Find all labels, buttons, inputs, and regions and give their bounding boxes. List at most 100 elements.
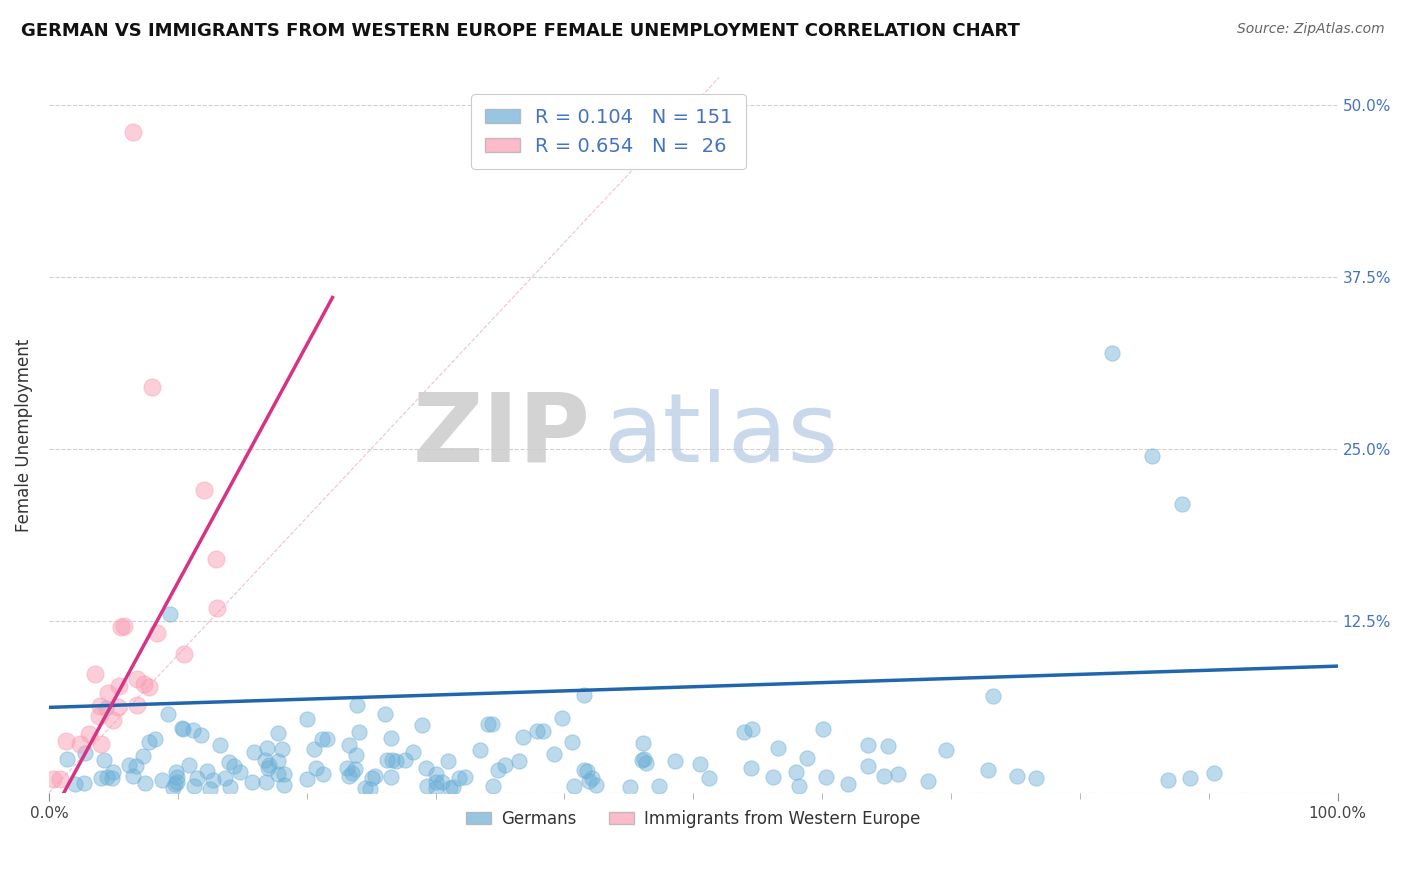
Point (360, 772, 382, 786)
Point (633, 751, 655, 765)
Point (837, 776, 859, 790)
Point (179, 757, 201, 772)
Point (768, 741, 790, 756)
Point (186, 771, 208, 785)
Point (56, 752, 79, 766)
Point (138, 735, 160, 749)
Point (93, 754, 115, 768)
Point (108, 679, 131, 693)
Point (347, 724, 370, 739)
Point (508, 754, 530, 768)
Point (94, 701, 117, 715)
Point (125, 698, 148, 713)
Point (449, 771, 471, 785)
Point (198, 782, 221, 797)
Point (118, 758, 141, 772)
Point (166, 774, 188, 789)
Point (55, 734, 77, 748)
Point (73, 776, 96, 790)
Point (311, 732, 333, 747)
Point (270, 742, 292, 756)
Point (240, 775, 263, 789)
Point (550, 711, 572, 725)
Point (132, 749, 155, 764)
Point (441, 780, 464, 795)
Point (90, 738, 112, 752)
Point (785, 765, 807, 780)
Point (101, 713, 124, 727)
Point (415, 760, 437, 774)
Point (346, 698, 368, 712)
Point (648, 779, 671, 793)
Text: GERMAN VS IMMIGRANTS FROM WESTERN EUROPE FEMALE UNEMPLOYMENT CORRELATION CHART: GERMAN VS IMMIGRANTS FROM WESTERN EUROPE… (21, 22, 1019, 40)
Point (228, 765, 250, 780)
Point (359, 782, 381, 797)
Point (166, 770, 188, 784)
Point (273, 778, 295, 792)
Point (156, 706, 179, 721)
Point (977, 763, 1000, 777)
Point (574, 688, 596, 702)
Point (689, 757, 711, 772)
Point (336, 761, 359, 775)
Point (416, 779, 439, 793)
Point (77, 726, 100, 740)
Point (1204, 766, 1226, 780)
Point (375, 753, 398, 767)
Legend: Germans, Immigrants from Western Europe: Germans, Immigrants from Western Europe (460, 803, 928, 834)
Point (205, 600, 228, 615)
Point (143, 732, 166, 747)
Point (267, 754, 290, 768)
Point (222, 759, 245, 773)
Point (381, 753, 404, 767)
Point (138, 681, 160, 695)
Text: ZIP: ZIP (412, 389, 591, 482)
Point (41, 772, 63, 786)
Point (205, 551, 228, 566)
Point (165, 777, 187, 791)
Point (981, 689, 1004, 703)
Point (90, 771, 112, 785)
Point (543, 747, 565, 761)
Point (218, 755, 240, 769)
Point (411, 718, 433, 732)
Point (75, 746, 97, 760)
Point (1005, 769, 1028, 783)
Point (1171, 497, 1194, 511)
Point (814, 770, 837, 784)
Point (631, 753, 654, 767)
Point (337, 769, 360, 783)
Point (297, 772, 319, 786)
Point (512, 730, 534, 744)
Point (436, 754, 458, 768)
Point (172, 723, 194, 737)
Point (101, 765, 124, 780)
Point (159, 607, 181, 621)
Point (96, 770, 118, 784)
Point (257, 761, 280, 775)
Point (494, 757, 516, 772)
Point (394, 753, 416, 767)
Point (526, 723, 548, 738)
Point (165, 764, 187, 779)
Point (87, 709, 110, 723)
Point (162, 780, 184, 795)
Point (121, 769, 143, 783)
Point (873, 769, 896, 783)
Point (856, 758, 879, 772)
Point (146, 626, 169, 640)
Point (380, 731, 402, 745)
Point (425, 774, 447, 789)
Point (887, 766, 910, 780)
Point (374, 706, 396, 721)
Point (125, 759, 148, 773)
Point (619, 780, 641, 794)
Point (112, 619, 135, 633)
Point (1025, 772, 1047, 786)
Point (1142, 449, 1164, 463)
Text: Source: ZipAtlas.com: Source: ZipAtlas.com (1237, 22, 1385, 37)
Point (633, 736, 655, 750)
Point (572, 764, 595, 778)
Point (481, 780, 503, 794)
Point (1101, 345, 1123, 359)
